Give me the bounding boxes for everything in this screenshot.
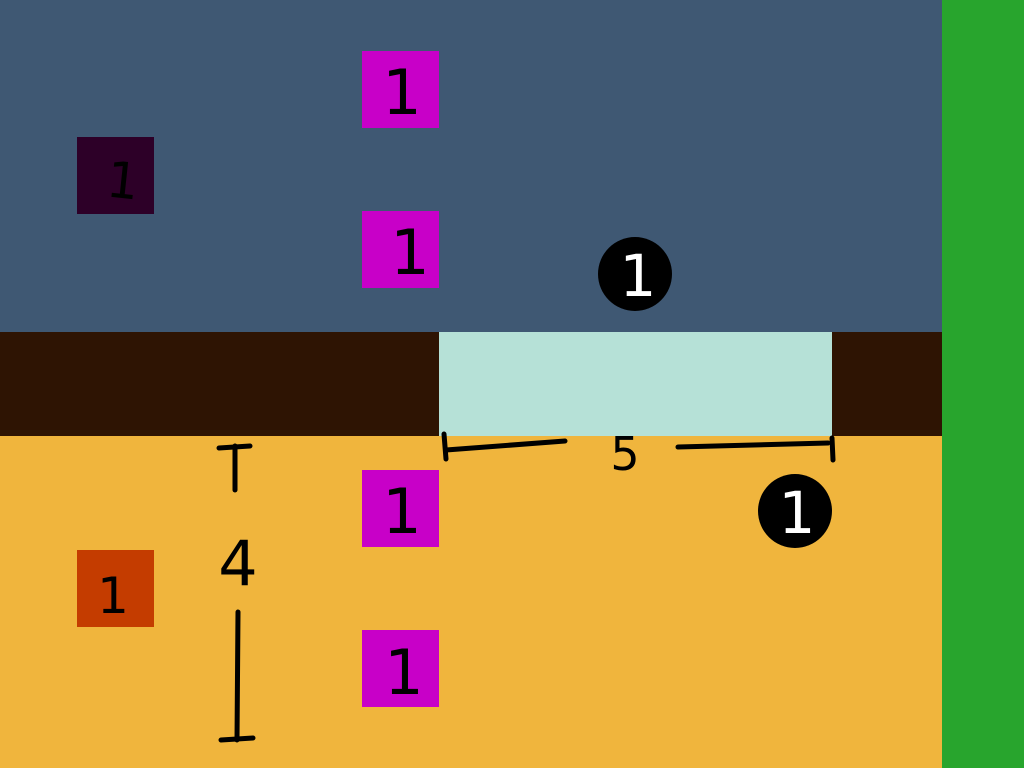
coin-label: 1 xyxy=(620,242,657,310)
horizontal-dimension-label: 5 xyxy=(610,427,639,481)
tile-label: 1 xyxy=(382,475,421,548)
tile-label: 1 xyxy=(382,56,421,129)
magenta-tile: 1 xyxy=(362,51,439,129)
orange-tile: 1 xyxy=(77,550,154,627)
coin: 1 xyxy=(598,237,672,311)
dark-band-right xyxy=(832,332,944,436)
vertical-dimension xyxy=(216,443,256,743)
magenta-tile: 1 xyxy=(362,630,439,709)
tile-label: 1 xyxy=(390,216,429,289)
dimension-right-tick xyxy=(829,435,836,463)
green-side-strip xyxy=(942,0,1024,768)
dimension-bottom-line xyxy=(234,609,241,743)
sky-region xyxy=(0,0,944,332)
tile-label: 1 xyxy=(384,636,423,709)
vertical-dimension-label: 4 xyxy=(218,527,257,600)
dimension-bottom-tick xyxy=(218,735,256,743)
dimension-right-line xyxy=(675,440,831,450)
tile-label: 1 xyxy=(104,150,142,211)
dark-band-left xyxy=(0,332,439,436)
tile-label: 1 xyxy=(97,567,129,625)
dimension-left-tick xyxy=(441,431,449,462)
magenta-tile: 1 xyxy=(362,470,439,548)
coin: 1 xyxy=(758,474,832,548)
water-pool xyxy=(439,332,832,436)
dimension-left-line xyxy=(443,438,568,453)
purple-tile: 1 xyxy=(77,137,154,214)
horizontal-dimension xyxy=(441,431,836,463)
coin-label: 1 xyxy=(779,479,816,547)
magenta-tile: 1 xyxy=(362,211,439,289)
